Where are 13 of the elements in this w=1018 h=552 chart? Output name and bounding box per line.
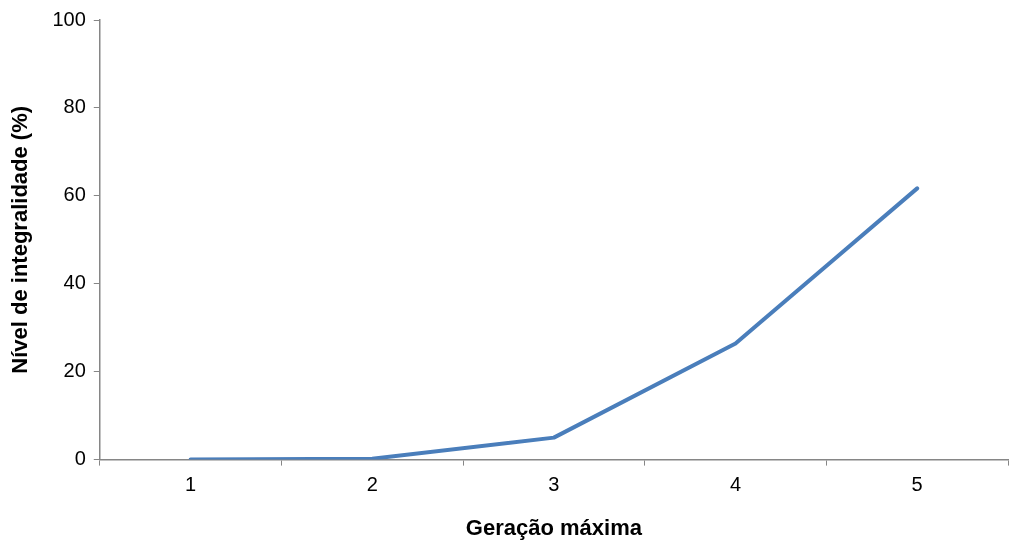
- y-tick-label: 60: [63, 183, 86, 206]
- y-tick-label: 0: [74, 447, 86, 470]
- y-tick-label: 80: [63, 95, 86, 118]
- x-tick-label: 3: [548, 473, 560, 496]
- x-tick-label: 2: [366, 473, 378, 496]
- y-tick-label: 40: [63, 271, 86, 294]
- y-tick-label: 20: [63, 359, 86, 382]
- y-tick-label: 100: [52, 7, 86, 30]
- y-axis-title: Nível de integralidade (%): [7, 105, 33, 374]
- x-tick-label: 1: [185, 473, 197, 496]
- x-axis-title: Geração máxima: [465, 514, 643, 540]
- x-tick-label: 4: [729, 473, 742, 496]
- x-tick-label: 5: [911, 473, 923, 496]
